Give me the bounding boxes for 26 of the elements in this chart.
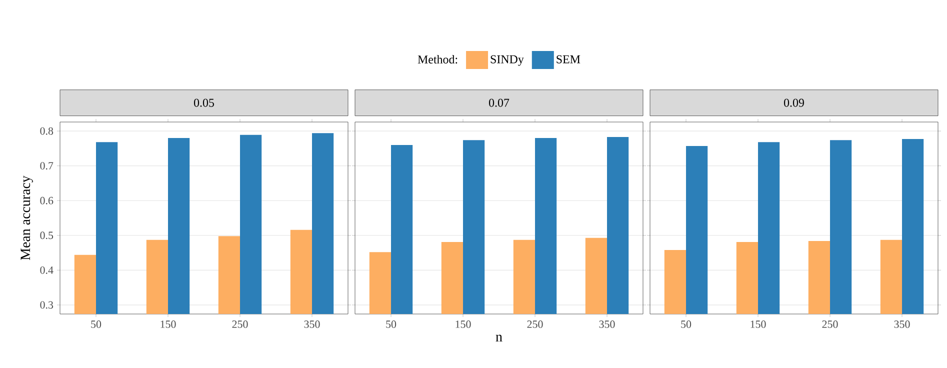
y-tick-label: 0.3: [40, 301, 54, 309]
chart-title: 0.05: [194, 98, 214, 107]
x-tick-label: 250: [527, 320, 543, 328]
y-tick-label: 0.6: [40, 196, 54, 204]
x-tick-label: 250: [822, 320, 838, 328]
chart-title: 0.07: [489, 98, 510, 107]
y-tick-label: 0.4: [40, 266, 54, 274]
x-tick-label: 250: [232, 320, 248, 328]
x-tick-label: 150: [750, 320, 766, 328]
legend-title: Method:: [418, 55, 458, 64]
chart-title: 0.09: [784, 98, 804, 107]
y-tick-label: 0.7: [40, 162, 54, 170]
x-tick-label: 50: [91, 320, 102, 328]
x-tick-label: 350: [599, 320, 615, 328]
x-tick-label: 150: [160, 320, 176, 328]
x-tick-label: 50: [386, 320, 396, 328]
y-axis-title: Mean accuracy: [20, 176, 33, 260]
x-tick-label: 150: [456, 320, 471, 328]
legend-label: SEM: [556, 55, 580, 64]
x-axis-title: n: [496, 334, 502, 342]
x-tick-label: 350: [894, 320, 910, 328]
x-tick-label: 50: [681, 320, 692, 328]
y-tick-label: 0.5: [40, 232, 54, 240]
y-tick-label: 0.8: [40, 127, 54, 135]
x-tick-label: 350: [304, 320, 320, 328]
legend-label: SINDy: [490, 55, 524, 66]
